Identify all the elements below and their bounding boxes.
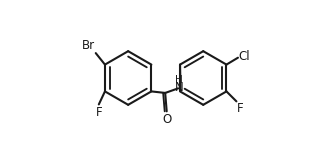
Text: Br: Br [82, 39, 95, 52]
Text: Cl: Cl [239, 50, 250, 63]
Text: F: F [237, 102, 244, 115]
Text: H: H [175, 75, 183, 85]
Text: F: F [96, 106, 102, 119]
Text: O: O [162, 113, 171, 126]
Text: N: N [175, 81, 183, 94]
